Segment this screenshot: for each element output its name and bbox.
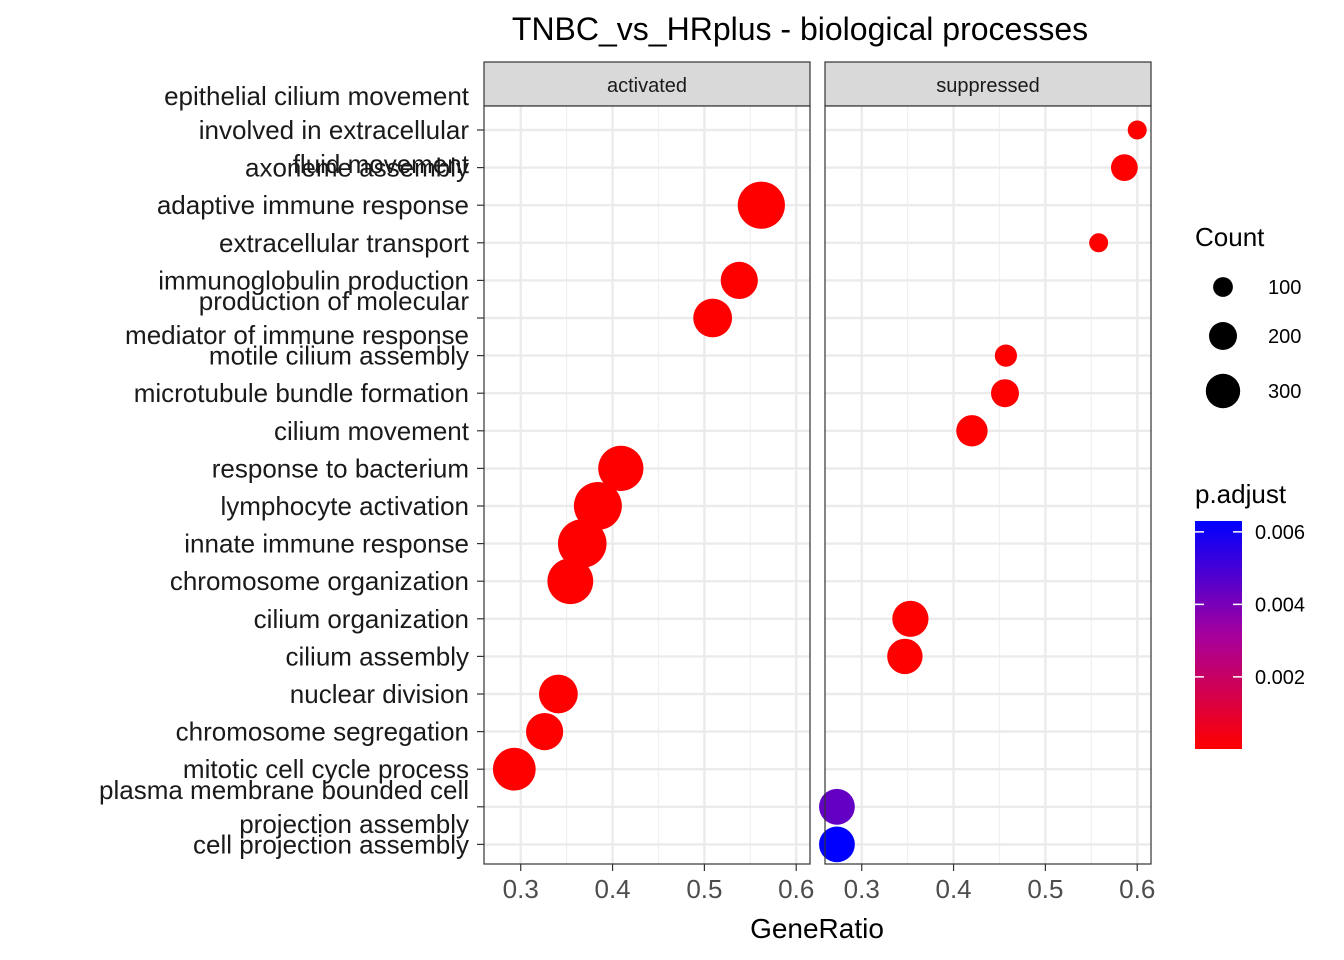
panel-border [483,105,811,865]
data-point [956,415,988,447]
data-point [1127,120,1147,140]
x-tick-label: 0.6 [778,874,814,904]
data-point [538,674,578,714]
data-point [1110,154,1138,182]
panel-activated: activated 0.3 0.4 0.5 0.6 [483,61,814,904]
x-tick-label: 0.6 [1119,874,1155,904]
facet-strip [824,61,1152,107]
x-tick-label: 0.5 [1027,874,1063,904]
count-legend-key [1205,373,1241,409]
data-point [693,298,733,338]
y-category-label: response to bacterium [212,453,469,483]
facet-strip-label: suppressed [936,75,1039,97]
data-point [598,445,644,491]
y-category-label: mitotic cell cycle process [183,754,469,784]
data-point [492,747,536,791]
p-adjust-legend: p.adjust 0.002 0.004 0.006 [1195,479,1305,749]
x-axis-title: GeneRatio [750,913,884,944]
y-category-label: cell projection assembly [193,829,469,859]
facet-strip-label: activated [607,75,687,97]
facet-panels: activated 0.3 0.4 0.5 0.6 suppressed 0.3 0.4 0.5… [483,61,1155,904]
y-category-label: innate immune response [184,529,469,559]
y-category-label: projection assembly [239,809,469,839]
panel-suppressed: suppressed 0.3 0.4 0.5 0.6 [819,61,1155,904]
chart-title: TNBC_vs_HRplus - biological processes [512,11,1088,47]
y-category-label: axoneme assembly [245,153,469,183]
panel-border [824,105,1152,865]
data-point [557,519,607,568]
y-category-label: microtubule bundle formation [134,378,469,408]
y-axis-labels: epithelial cilium movement involved in ex… [99,81,484,859]
y-category-label: chromosome segregation [176,717,469,747]
data-point [573,482,622,530]
facet-strip [483,61,811,107]
x-tick-label: 0.3 [844,874,880,904]
data-point [887,638,923,675]
x-tick-label: 0.4 [594,874,630,904]
count-legend-label: 100 [1268,277,1301,299]
panel-background [825,106,1151,864]
data-point [737,181,785,229]
y-category-label: mediator of immune response [125,320,469,350]
data-point [819,826,855,863]
y-category-label: immunoglobulin production [158,265,469,295]
y-category-label: lymphocyte activation [220,491,469,521]
data-point [1089,233,1109,253]
y-category-label: involved in extracellular [199,115,470,145]
y-category-label: cilium movement [274,416,470,446]
data-point [720,261,758,299]
data-point [819,788,855,825]
x-tick-label: 0.5 [686,874,722,904]
y-category-label: epithelial cilium movement [164,81,470,111]
data-point [892,600,929,637]
y-category-label: extracellular transport [219,228,470,258]
count-legend-label: 300 [1268,381,1301,403]
y-category-label: cilium organization [254,604,469,634]
count-legend: Count 100 200 300 [1195,222,1301,409]
p-adjust-legend-label: 0.004 [1255,594,1305,616]
x-tick-label: 0.4 [935,874,971,904]
y-category-label: adaptive immune response [157,190,469,220]
y-category-label: fluid movement [293,149,470,179]
data-point [526,713,564,751]
y-category-label: motile cilium assembly [209,341,469,371]
y-category-label: plasma membrane bounded cell [99,775,469,805]
y-category-label: cilium assembly [286,641,470,671]
count-legend-key [1213,277,1233,297]
count-legend-label: 200 [1268,326,1301,348]
p-adjust-colorbar [1195,521,1242,749]
y-category-label: nuclear division [290,679,469,709]
x-tick-label: 0.3 [503,874,539,904]
p-adjust-legend-title: p.adjust [1195,479,1287,509]
y-category-label: chromosome organization [170,566,469,596]
data-point [990,379,1019,408]
y-category-label: production of molecular [199,286,470,316]
p-adjust-legend-label: 0.006 [1255,522,1305,544]
p-adjust-legend-label: 0.002 [1255,667,1305,689]
count-legend-title: Count [1195,222,1265,252]
count-legend-key [1209,322,1237,350]
data-point [994,344,1018,367]
data-point [547,558,594,605]
